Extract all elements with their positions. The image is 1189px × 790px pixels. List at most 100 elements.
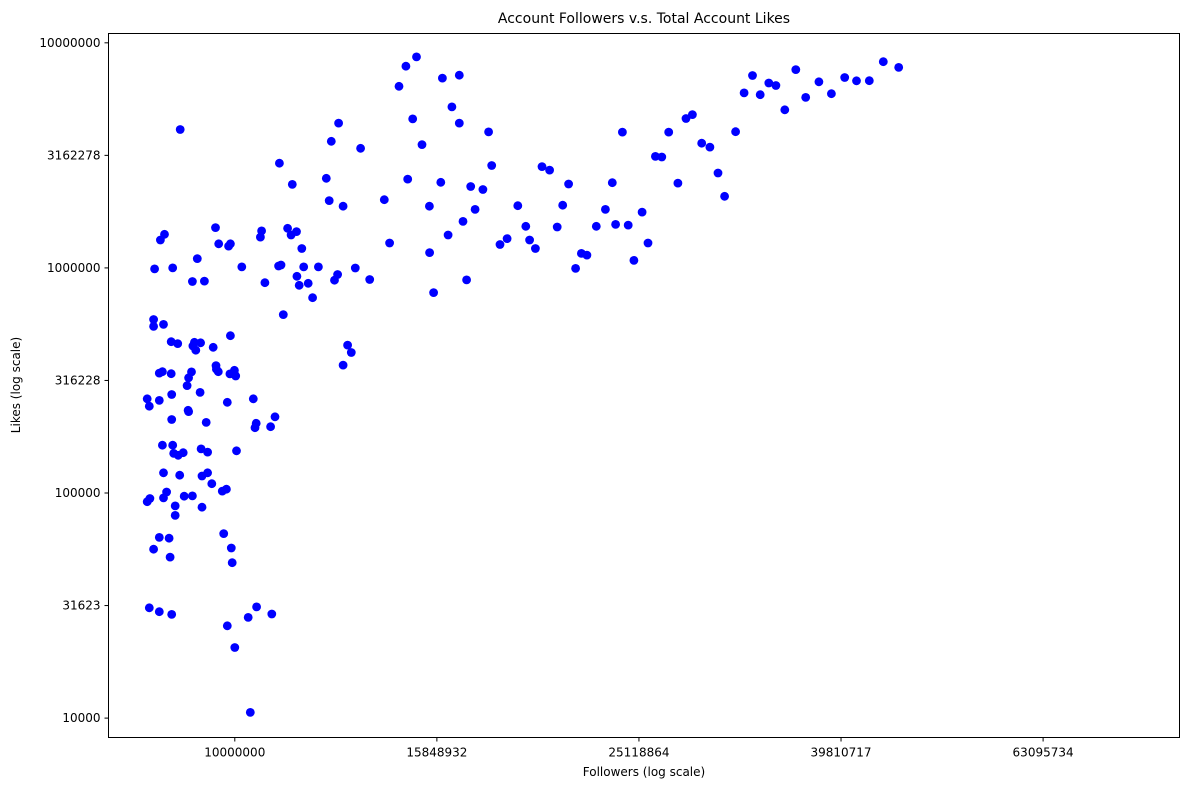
y-axis: 10000 31623 100000 316228 1000000 3162278 1000… xyxy=(39,36,109,725)
scatter-point xyxy=(149,544,159,554)
scatter-point xyxy=(564,179,573,189)
scatter-point xyxy=(195,388,205,397)
scatter-point xyxy=(365,275,375,284)
scatter-point xyxy=(232,446,241,456)
scatter-point xyxy=(333,270,342,279)
scatter-point xyxy=(321,173,331,183)
scatter-point xyxy=(201,418,211,427)
scatter-point xyxy=(167,390,177,399)
x-axis-label: Followers (log scale) xyxy=(583,765,705,779)
y-axis-label: Likes (log scale) xyxy=(9,337,23,433)
y-tick-label: 316228 xyxy=(55,373,101,387)
scatter-point xyxy=(292,227,301,237)
scatter-point xyxy=(447,102,457,112)
scatter-point xyxy=(629,256,639,265)
scatter-point xyxy=(623,220,633,230)
scatter-point xyxy=(267,609,277,619)
scatter-point xyxy=(408,114,418,124)
x-tick-label: 10000000 xyxy=(204,746,265,760)
chart-title: Account Followers v.s. Total Account Lik… xyxy=(498,11,790,27)
x-tick-label: 25118864 xyxy=(608,746,669,760)
scatter-point xyxy=(607,178,617,188)
scatter-point xyxy=(801,93,811,102)
scatter-point xyxy=(350,263,360,273)
scatter-point xyxy=(226,543,236,553)
scatter-point xyxy=(412,52,421,62)
scatter-point xyxy=(149,315,159,324)
scatter-point xyxy=(894,63,904,72)
scatter-point xyxy=(219,529,229,538)
scatter-point xyxy=(552,222,562,232)
scatter-point xyxy=(188,277,197,286)
scatter-point xyxy=(713,168,723,178)
y-tick-label: 1000000 xyxy=(47,261,100,275)
scatter-point xyxy=(222,397,232,407)
scatter-point xyxy=(196,444,206,454)
scatter-point xyxy=(160,229,169,239)
scatter-point xyxy=(245,708,255,717)
scatter-point xyxy=(470,205,480,214)
scatter-point xyxy=(154,396,164,405)
plot-area xyxy=(108,33,1180,738)
y-tick-label: 10000000 xyxy=(39,36,100,50)
scatter-point xyxy=(338,360,348,370)
scatter-point xyxy=(225,369,235,379)
scatter-point xyxy=(487,161,497,170)
scatter-point xyxy=(438,73,447,83)
scatter-point xyxy=(159,468,168,478)
scatter-point xyxy=(502,234,512,244)
scatter-point xyxy=(771,81,781,90)
scatter-point xyxy=(385,238,394,248)
scatter-point xyxy=(187,367,196,377)
scatter-point xyxy=(454,118,464,128)
scatter-point xyxy=(458,217,468,226)
scatter-point xyxy=(162,487,172,497)
x-tick-label: 63095734 xyxy=(1013,746,1074,760)
scatter-point xyxy=(197,502,207,512)
y-tick-label: 100000 xyxy=(55,486,101,500)
scatter-point xyxy=(582,250,592,260)
scatter-point xyxy=(346,348,356,357)
scatter-point xyxy=(283,223,292,233)
plot-frame xyxy=(108,33,1180,738)
scatter-point xyxy=(513,201,523,211)
scatter-point xyxy=(425,201,434,211)
scatter-point xyxy=(158,440,167,450)
scatter-point xyxy=(673,178,683,188)
scatter-point xyxy=(403,174,413,184)
scatter-point xyxy=(144,603,154,613)
scatter-point xyxy=(178,448,188,458)
scatter-point xyxy=(697,138,707,148)
x-tick-label: 15848932 xyxy=(406,746,467,760)
scatter-point xyxy=(196,338,206,348)
scatter-point xyxy=(292,271,302,281)
scatter-point xyxy=(203,447,213,457)
scatter-point xyxy=(208,342,218,352)
scatter-point xyxy=(243,613,253,622)
scatter-point xyxy=(755,90,765,100)
scatter-point xyxy=(211,223,220,233)
scatter-point xyxy=(168,263,178,273)
scatter-point xyxy=(179,491,189,501)
data-points xyxy=(142,52,904,717)
scatter-point xyxy=(379,195,389,205)
scatter-point xyxy=(591,221,601,231)
scatter-point xyxy=(338,201,348,211)
scatter-point xyxy=(394,81,404,91)
scatter-point xyxy=(314,262,323,272)
scatter-point xyxy=(167,415,177,424)
scatter-point xyxy=(237,262,247,272)
scatter-point xyxy=(864,76,874,86)
scatter-point xyxy=(175,125,185,134)
y-tick-label: 3162278 xyxy=(47,148,100,162)
scatter-point xyxy=(184,407,194,416)
scatter-point xyxy=(294,280,304,290)
scatter-point xyxy=(170,511,180,520)
scatter-point xyxy=(299,262,309,272)
scatter-point xyxy=(168,440,178,450)
scatter-point xyxy=(324,196,334,206)
scatter-point xyxy=(188,491,197,501)
scatter-point xyxy=(611,220,620,229)
scatter-point xyxy=(571,264,580,273)
